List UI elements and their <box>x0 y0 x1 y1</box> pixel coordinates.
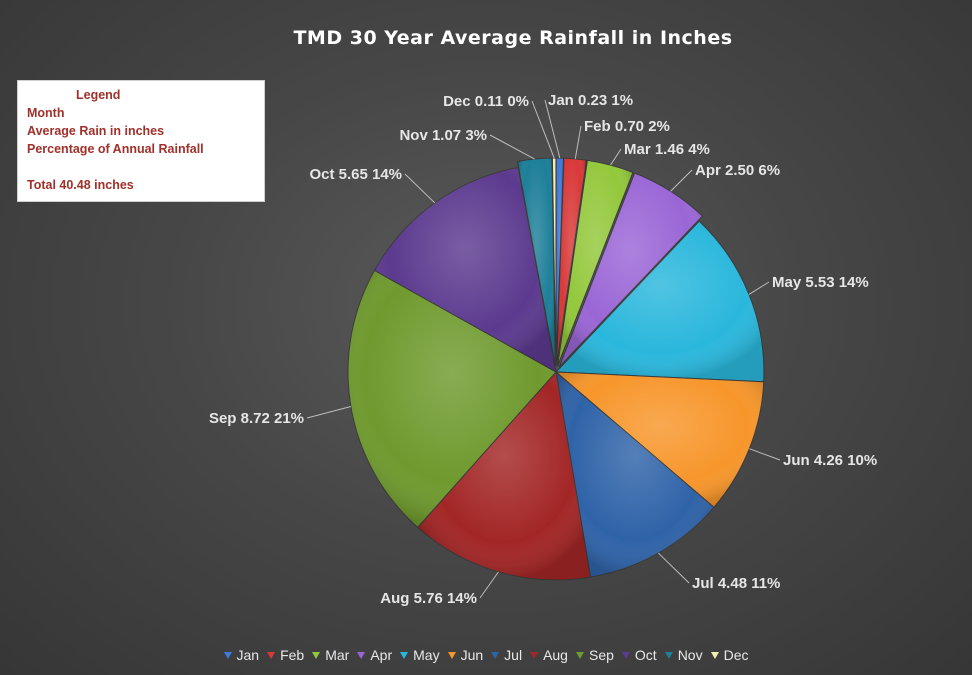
legend-label: Nov <box>677 647 703 663</box>
legend-percentage: Percentage of Annual Rainfall <box>27 142 204 156</box>
legend-total: Total 40.48 inches <box>27 178 134 192</box>
data-label-mar: Mar 1.46 4% <box>624 141 710 158</box>
leader-line <box>670 169 693 192</box>
data-label-jul: Jul 4.48 11% <box>692 575 780 592</box>
legend-label: Sep <box>588 647 614 663</box>
leader-line <box>479 571 499 599</box>
legend-swatch <box>447 651 456 659</box>
leader-line <box>748 281 770 295</box>
pie-slice-shading <box>517 158 556 367</box>
legend-swatch <box>491 651 500 659</box>
legend-swatch <box>267 651 276 659</box>
data-label-jun: Jun 4.26 10% <box>783 452 877 469</box>
legend-swatch <box>621 651 630 659</box>
data-label-jan: Jan 0.23 1% <box>548 92 633 109</box>
legend-label: Feb <box>280 647 305 663</box>
pie-slice-shading <box>374 167 556 372</box>
legend-swatch <box>530 651 539 659</box>
legend-label: Jul <box>504 647 523 663</box>
legend-item-jul: Jul <box>491 647 522 663</box>
pie-slice-shading <box>556 372 714 578</box>
legend-label: Jun <box>460 647 484 663</box>
pie-slice-shading <box>559 173 703 367</box>
leader-line <box>658 552 690 584</box>
legend-label: Apr <box>370 647 393 663</box>
data-label-may: May 5.53 14% <box>772 274 869 291</box>
legend-swatch <box>400 651 409 659</box>
legend-box: Legend Month Average Rain in inches Perc… <box>17 80 265 202</box>
legend-swatch <box>575 651 584 659</box>
legend-label: Jan <box>236 647 260 663</box>
series-legend: Jan Feb Mar Apr May Jun Jul Aug Sep Oct Nov Dec <box>0 645 972 665</box>
pie-slice-shading <box>556 158 587 367</box>
legend-swatch <box>357 651 366 659</box>
leader-line <box>489 134 535 160</box>
legend-label: Mar <box>325 647 350 663</box>
legend-heading: Legend <box>76 88 121 102</box>
data-label-feb: Feb 0.70 2% <box>584 118 670 135</box>
legend-month: Month <box>27 106 65 120</box>
legend-item-mar: Mar <box>312 647 349 663</box>
leader-line <box>574 125 582 159</box>
pie-slice-shading <box>552 158 556 367</box>
legend-item-oct: Oct <box>621 647 657 663</box>
legend-item-dec: Dec <box>710 647 749 663</box>
legend-item-jun: Jun <box>447 647 484 663</box>
legend-item-may: May <box>400 647 440 663</box>
legend-item-aug: Aug <box>530 647 568 663</box>
chart-title: TMD 30 Year Average Rainfall in Inches <box>293 27 733 49</box>
data-label-aug: Aug 5.76 14% <box>380 590 477 607</box>
legend-label: Aug <box>543 647 568 663</box>
leader-line <box>404 173 436 204</box>
pie-slice-shading <box>348 270 556 528</box>
leader-line <box>306 405 352 419</box>
pie-slice-shading <box>557 160 633 367</box>
legend-label: May <box>413 647 440 663</box>
legend-label: Dec <box>723 647 749 663</box>
legend-item-feb: Feb <box>267 647 304 663</box>
pie-slice-shading <box>417 372 591 580</box>
leader-line <box>531 100 555 159</box>
legend-item-sep: Sep <box>575 647 614 663</box>
legend-swatch <box>710 651 719 659</box>
data-label-nov: Nov 1.07 3% <box>399 127 487 144</box>
data-label-oct: Oct 5.65 14% <box>309 166 402 183</box>
data-label-apr: Apr 2.50 6% <box>695 162 780 179</box>
leader-line <box>610 148 622 166</box>
legend-item-nov: Nov <box>664 647 703 663</box>
leader-line <box>544 99 561 159</box>
data-label-dec: Dec 0.11 0% <box>443 93 529 110</box>
legend-swatch <box>664 651 673 659</box>
leader-line <box>749 448 781 461</box>
legend-item-jan: Jan <box>223 647 260 663</box>
data-label-sep: Sep 8.72 21% <box>209 410 304 427</box>
pie-slice-shading <box>556 372 764 508</box>
pie-slice-shading <box>556 221 764 382</box>
legend-item-apr: Apr <box>357 647 392 663</box>
legend-swatch <box>223 651 232 659</box>
legend-label: Oct <box>634 647 657 663</box>
legend-average-rain: Average Rain in inches <box>27 124 165 138</box>
legend-swatch <box>312 651 321 659</box>
